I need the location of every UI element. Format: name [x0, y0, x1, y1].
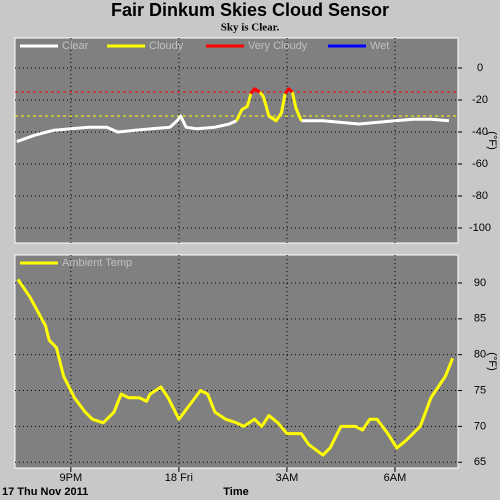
y-tick-label: -100 — [469, 222, 491, 234]
data-line — [249, 87, 294, 95]
y-tick-label: 70 — [474, 420, 486, 432]
plot-area — [14, 37, 459, 244]
y-tick-label: -60 — [472, 158, 488, 170]
legend-label: Very Cloudy — [248, 40, 308, 52]
data-line — [16, 278, 454, 457]
y-tick-label: -80 — [472, 190, 488, 202]
y-axis-label: (°F) — [486, 352, 498, 370]
y-tick-label: 0 — [477, 62, 483, 74]
y-axis-label: (°F) — [486, 131, 498, 149]
y-tick-label: -20 — [472, 94, 488, 106]
y-tick-label: 75 — [474, 384, 486, 396]
date-label: 17 Thu Nov 2011 — [2, 486, 88, 498]
y-tick-label: 90 — [474, 277, 486, 289]
data-line — [235, 91, 303, 123]
x-tick-label: 9PM — [60, 472, 83, 484]
chart-title: Fair Dinkum Skies Cloud Sensor — [111, 0, 389, 20]
x-axis-label: Time — [223, 486, 248, 498]
chart-subtitle: Sky is Clear. — [221, 22, 280, 34]
y-tick-label: -40 — [472, 126, 488, 138]
x-tick-label: 6AM — [384, 472, 407, 484]
legend-label: Clear — [62, 40, 89, 52]
y-tick-label: 85 — [474, 313, 486, 325]
x-tick-label: 18 Fri — [165, 472, 193, 484]
legend-label: Cloudy — [149, 40, 184, 52]
legend-label: Ambient Temp — [62, 257, 132, 269]
legend-label: Wet — [370, 40, 389, 52]
plot-area — [14, 254, 459, 469]
x-tick-label: 3AM — [276, 472, 299, 484]
y-tick-label: 65 — [474, 456, 486, 468]
y-tick-label: 80 — [474, 349, 486, 361]
